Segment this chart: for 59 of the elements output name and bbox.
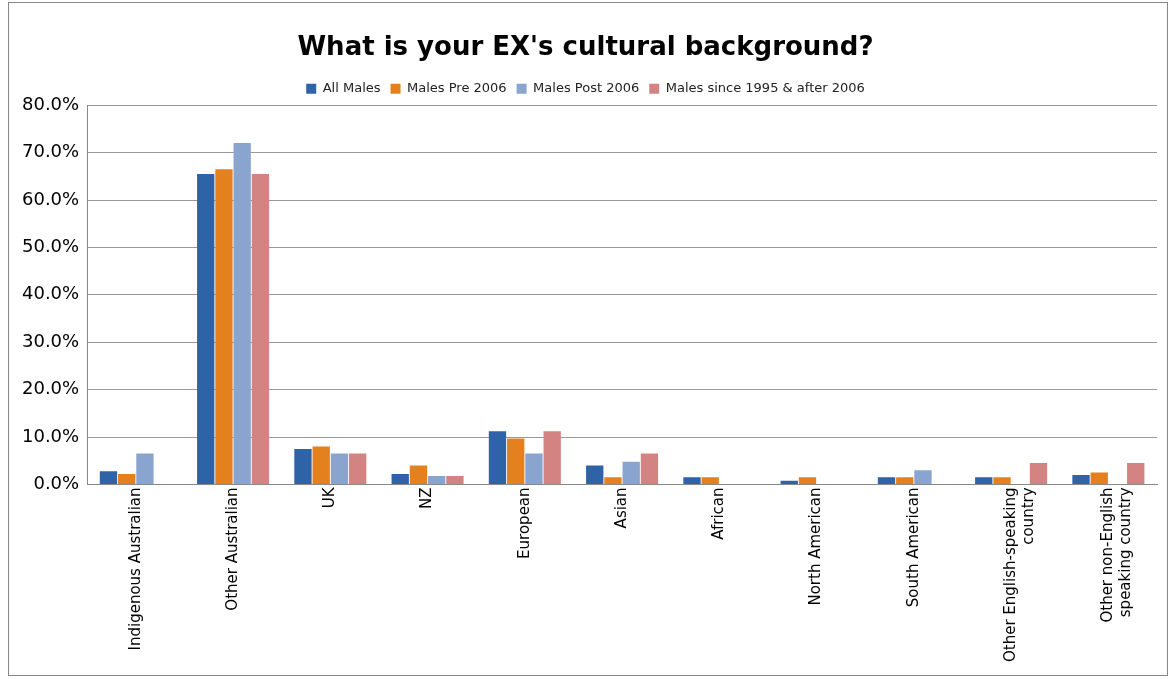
y-tick-label: 50.0% [21,235,80,257]
bar [1029,463,1048,484]
bar [233,143,251,484]
y-tick-label: 70.0% [21,140,80,162]
x-tick-label: UK [320,486,339,509]
bar [507,438,525,484]
bar [1127,463,1145,484]
bar [877,477,896,484]
bar [446,475,464,484]
bar [312,446,330,484]
bar [197,173,215,484]
y-tick-label: 10.0% [21,424,80,446]
bar [118,474,136,484]
bar [993,477,1011,484]
bar [391,474,409,484]
bar [640,453,659,484]
y-tick-label: 30.0% [21,329,80,351]
bar [294,448,312,484]
bar [604,477,622,484]
y-tick-label: 60.0% [21,187,80,209]
x-tick-label: NZ [417,487,436,509]
legend-label: All Males [322,80,381,96]
x-tick-label: Asian [611,487,630,529]
x-tick-label: European [514,487,533,559]
x-tick-label: African [709,487,728,540]
bar [136,453,154,484]
y-tick-label: 20.0% [21,377,80,399]
bar [586,465,604,484]
x-tick-label: South American [903,487,922,608]
bar [896,477,914,484]
bar [1090,472,1108,484]
bar [683,477,701,484]
legend-label: Males Post 2006 [533,80,640,96]
bar [914,470,932,484]
bar [798,477,817,484]
bar [488,431,507,484]
bar [409,465,428,484]
x-tick-label: North American [806,487,825,606]
y-tick-label: 40.0% [21,282,80,304]
bar [701,477,719,484]
y-tick-label: 80.0% [21,92,80,114]
bar [975,477,993,484]
bar [543,431,561,484]
bar [428,475,446,484]
legend-label: Males since 1995 & after 2006 [665,80,865,96]
chart-title: What is your EX's cultural background? [297,31,874,62]
bar [525,453,543,484]
bar [99,471,118,484]
bar [251,173,270,484]
bar [330,453,349,484]
bar [215,169,233,484]
bar [622,461,640,484]
y-tick-label: 0.0% [33,472,80,494]
bar [1072,474,1090,484]
legend-label: Males Pre 2006 [407,80,507,96]
x-tick-label: Other English-speaking country [1001,487,1038,663]
x-tick-label: Indigenous Australian [125,487,144,651]
bar [349,453,367,484]
x-tick-label: Other Australian [222,487,241,611]
